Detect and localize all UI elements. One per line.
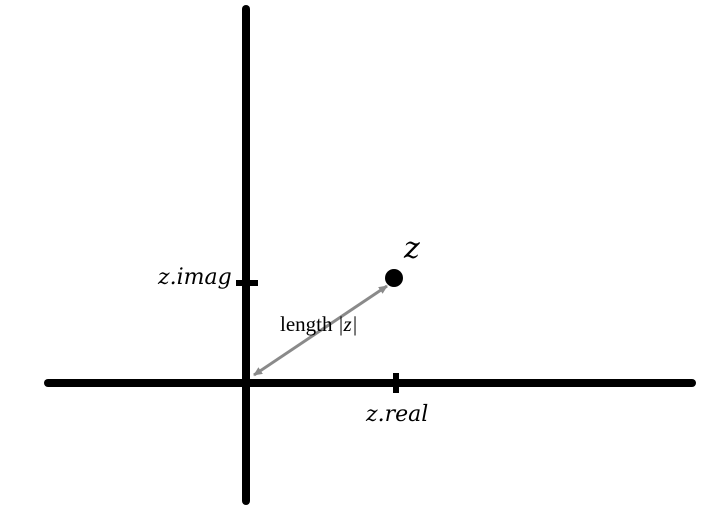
length-arrow	[253, 284, 388, 377]
imaginary-tick-label: z.imag	[157, 265, 232, 290]
point-z-label: z	[403, 231, 420, 266]
length-label-var: |z|	[338, 312, 358, 336]
real-tick-label: z.real	[365, 402, 428, 427]
length-label: length |z|	[280, 312, 357, 336]
length-label-prefix: length	[280, 312, 338, 336]
point-z	[385, 269, 403, 287]
